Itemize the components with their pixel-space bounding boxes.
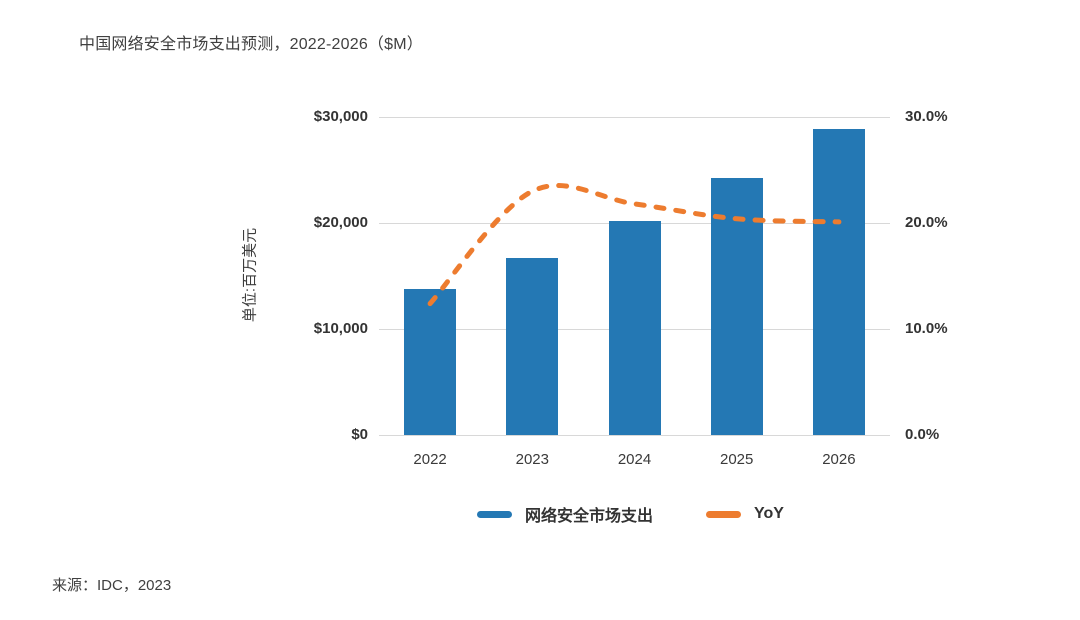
chart-title: 中国网络安全市场支出预测，2022-2026（$M）	[79, 36, 423, 53]
legend-bar-label: 网络安全市场支出	[525, 508, 654, 525]
legend-line-label: YoY	[754, 505, 784, 522]
right-axis-tick: 30.0%	[905, 108, 948, 125]
legend-bar-swatch	[477, 510, 512, 518]
x-axis-labels: 2022 2023 2024 2025 2026	[379, 451, 890, 471]
right-axis-tick: 20.0%	[905, 214, 948, 231]
x-axis-label-2023: 2023	[515, 451, 549, 468]
x-axis-label-2026: 2026	[822, 451, 856, 468]
legend-line-swatch	[706, 510, 742, 518]
right-axis-ticks: 30.0% 20.0% 10.0% 0.0%	[905, 108, 1005, 443]
left-axis-ticks: $30,000 $20,000 $10,000 $0	[240, 108, 368, 443]
bar-2022	[404, 288, 457, 435]
left-axis-tick: $20,000	[313, 214, 368, 231]
bar-2023	[506, 257, 559, 435]
x-axis-label-2022: 2022	[413, 451, 447, 468]
bar-2024	[608, 220, 661, 435]
source-note: 来源：IDC，2023	[52, 577, 172, 594]
right-axis-tick: 0.0%	[905, 426, 940, 443]
gridline	[379, 435, 890, 436]
right-axis-tick: 10.0%	[905, 320, 948, 337]
yoy-dashed-line	[427, 183, 842, 307]
left-axis-tick: $0	[351, 426, 368, 443]
x-axis-label-2024: 2024	[617, 451, 652, 468]
gridline	[379, 117, 890, 118]
x-axis-label-2025: 2025	[720, 451, 754, 468]
legend: 网络安全市场支出 YoY	[477, 502, 784, 526]
plot-area	[379, 117, 890, 436]
left-axis-tick: $10,000	[313, 320, 368, 337]
yoy-line-chart	[427, 183, 842, 307]
bar-2026	[812, 128, 865, 435]
left-axis-tick: $30,000	[313, 108, 368, 125]
